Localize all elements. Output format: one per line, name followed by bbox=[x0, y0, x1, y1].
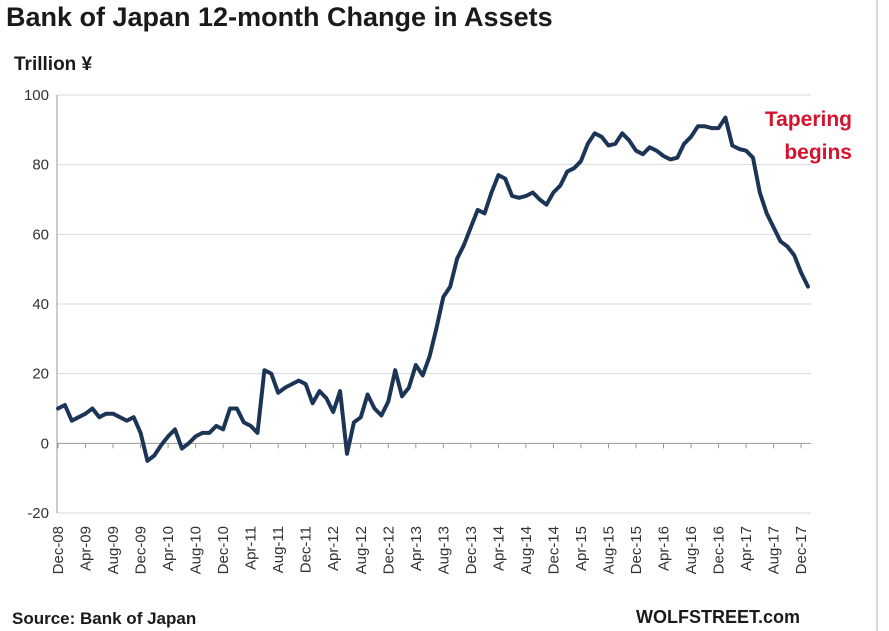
annotation-line-2: begins bbox=[784, 141, 852, 164]
x-tick-label: Dec-16 bbox=[711, 526, 728, 574]
x-tick-label: Aug-09 bbox=[105, 526, 122, 574]
x-tick-label: Dec-08 bbox=[50, 526, 67, 574]
annotation-line-1: Tapering bbox=[764, 108, 852, 131]
y-tick-label: -20 bbox=[27, 505, 49, 522]
x-tick-label: Dec-09 bbox=[133, 526, 150, 574]
x-tick-label: Dec-14 bbox=[545, 526, 562, 574]
y-tick-label: 100 bbox=[24, 87, 49, 104]
y-tick-label: 20 bbox=[32, 366, 49, 383]
source-note: Source: Bank of Japan bbox=[12, 609, 197, 628]
x-tick-label: Aug-10 bbox=[188, 526, 205, 574]
x-tick-label: Aug-16 bbox=[683, 526, 700, 574]
x-tick-label: Dec-17 bbox=[793, 526, 810, 574]
tapering-annotation: Tapering begins bbox=[740, 103, 852, 169]
y-tick-label: 80 bbox=[32, 157, 49, 174]
right-border bbox=[876, 0, 878, 631]
x-tick-label: Apr-09 bbox=[78, 526, 95, 571]
x-tick-label: Aug-14 bbox=[518, 526, 535, 574]
x-tick-label: Aug-17 bbox=[766, 526, 783, 574]
y-tick-label: 0 bbox=[41, 435, 49, 452]
y-tick-label: 40 bbox=[32, 296, 49, 313]
x-tick-label: Apr-13 bbox=[408, 526, 425, 571]
x-tick-label: Dec-11 bbox=[298, 526, 315, 573]
brand-watermark: WOLFSTREET.com bbox=[636, 607, 801, 627]
x-tick-label: Apr-11 bbox=[243, 526, 260, 570]
series-line bbox=[56, 115, 810, 463]
x-tick-label: Dec-15 bbox=[628, 526, 645, 574]
x-tick-label: Dec-10 bbox=[215, 526, 232, 574]
chart-title: Bank of Japan 12-month Change in Assets bbox=[6, 2, 553, 32]
x-tick-label: Aug-12 bbox=[353, 526, 370, 574]
x-tick-label: Apr-16 bbox=[656, 526, 673, 571]
x-tick-label: Dec-13 bbox=[463, 526, 480, 574]
x-tick-label: Apr-15 bbox=[573, 526, 590, 571]
y-unit-label: Trillion ¥ bbox=[14, 54, 93, 75]
x-tick-label: Apr-10 bbox=[160, 526, 177, 571]
x-tick-label: Apr-17 bbox=[738, 526, 755, 571]
x-tick-label: Aug-13 bbox=[435, 526, 452, 574]
x-tick-label: Apr-14 bbox=[490, 526, 507, 571]
x-tick-label: Apr-12 bbox=[325, 526, 342, 571]
x-tick-label: Aug-11 bbox=[270, 526, 287, 573]
x-tick-label: Aug-15 bbox=[600, 526, 617, 574]
y-tick-label: 60 bbox=[32, 226, 49, 243]
x-tick-label: Dec-12 bbox=[380, 526, 397, 574]
